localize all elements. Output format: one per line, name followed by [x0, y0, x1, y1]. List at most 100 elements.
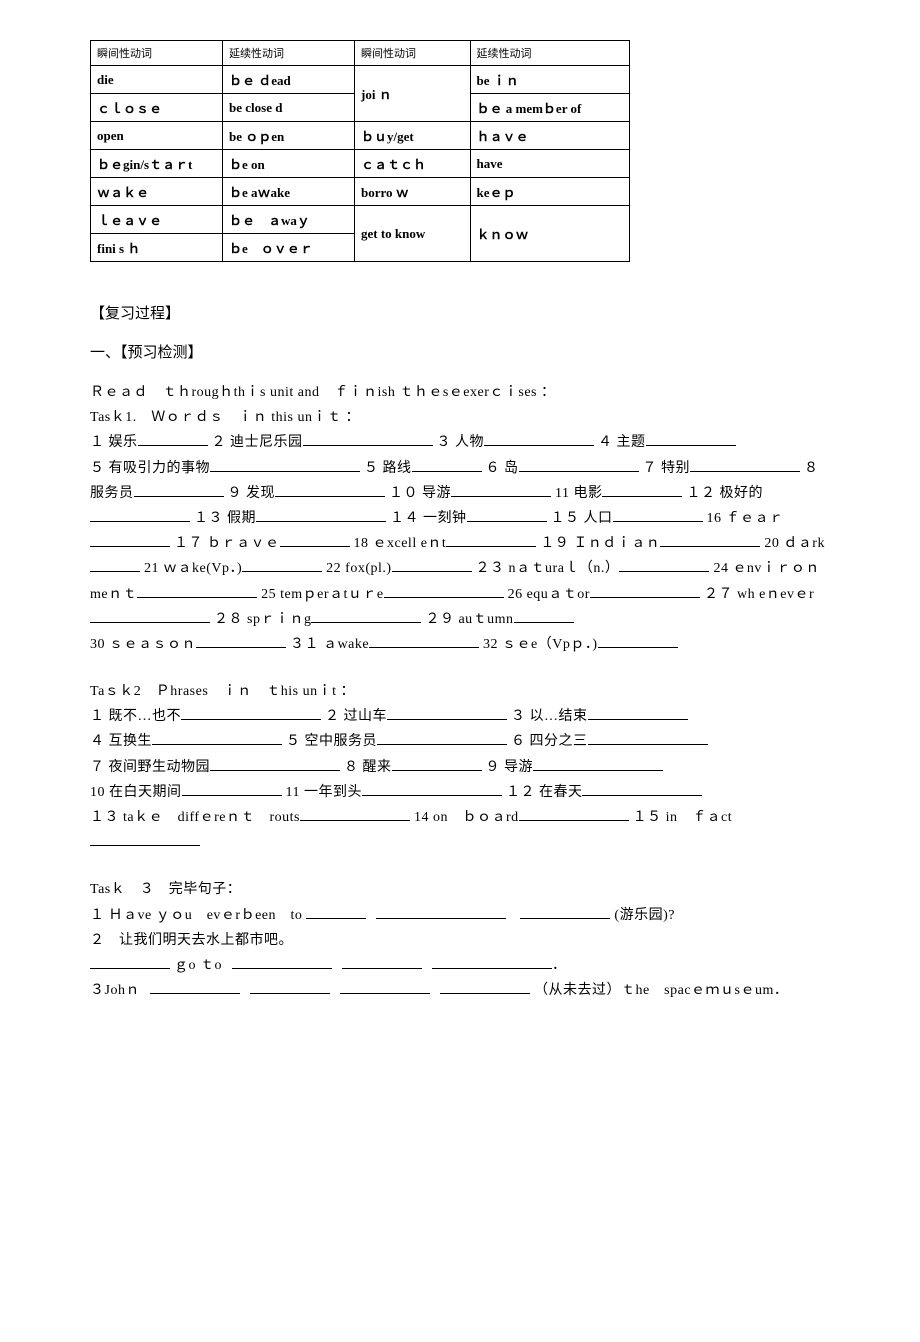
blank[interactable]	[232, 954, 332, 969]
cell: ｂe on	[223, 150, 355, 178]
blank[interactable]	[387, 705, 507, 720]
t2-2-l: 过山车	[344, 709, 388, 724]
t1-31-l: ａwake	[323, 637, 369, 652]
blank[interactable]	[311, 608, 421, 623]
blank[interactable]	[377, 730, 507, 745]
blank[interactable]	[446, 532, 536, 547]
blank[interactable]	[256, 507, 386, 522]
blank[interactable]	[182, 781, 282, 796]
t1-15-n: １５	[551, 511, 580, 526]
blank[interactable]	[484, 431, 594, 446]
t1-28-n: ２８	[214, 612, 243, 627]
cell: ｗａｋｅ	[91, 178, 223, 206]
cell: get to know	[355, 206, 471, 262]
blank[interactable]	[90, 507, 190, 522]
blank[interactable]	[588, 705, 688, 720]
blank[interactable]	[275, 482, 385, 497]
blank[interactable]	[451, 482, 551, 497]
blank[interactable]	[300, 806, 410, 821]
blank[interactable]	[613, 507, 703, 522]
t2-15-n: １５	[633, 810, 662, 825]
t1-6-n: ６	[486, 461, 501, 476]
t1-5-n: ５	[90, 461, 105, 476]
blank[interactable]	[467, 507, 547, 522]
t2-12-n: １２	[506, 785, 535, 800]
blank[interactable]	[280, 532, 350, 547]
t1-20-l: ｄａrk	[783, 536, 825, 551]
t2-7-n: ７	[90, 760, 105, 775]
blank[interactable]	[150, 979, 240, 994]
th-2: 延续性动词	[223, 41, 355, 66]
cell: keｅｐ	[470, 178, 630, 206]
t3-q2-head: ２ 让我们明天去水上都市吧。	[90, 933, 293, 948]
t1-6-l: 岛	[504, 461, 519, 476]
blank[interactable]	[384, 583, 504, 598]
t1-11-n: 11	[555, 486, 569, 501]
blank[interactable]	[582, 781, 702, 796]
table-row: open be ｏｐen ｂｕy/get ｈａｖｅ	[91, 122, 630, 150]
blank[interactable]	[342, 954, 422, 969]
blank[interactable]	[369, 633, 479, 648]
blank[interactable]	[90, 831, 200, 846]
blank[interactable]	[134, 482, 224, 497]
blank[interactable]	[196, 633, 286, 648]
blank[interactable]	[514, 608, 574, 623]
t2-10-n: 10	[90, 785, 105, 800]
blank[interactable]	[242, 557, 322, 572]
blank[interactable]	[376, 904, 506, 919]
blank[interactable]	[520, 904, 610, 919]
blank[interactable]	[210, 756, 340, 771]
blank[interactable]	[137, 583, 257, 598]
blank[interactable]	[90, 954, 170, 969]
blank[interactable]	[519, 806, 629, 821]
blank[interactable]	[250, 979, 330, 994]
blank[interactable]	[619, 557, 709, 572]
t2-11-n: 11	[286, 785, 300, 800]
blank[interactable]	[90, 532, 170, 547]
cell: be close d	[223, 94, 355, 122]
blank[interactable]	[690, 457, 800, 472]
blank[interactable]	[588, 730, 708, 745]
th-3: 瞬间性动词	[355, 41, 471, 66]
t1-25-n: 25	[261, 587, 276, 602]
blank[interactable]	[362, 781, 502, 796]
blank[interactable]	[210, 457, 360, 472]
task2-title: Taｓｋ2 Ｐhrases ｉｎ ｔhis unｉt ：	[90, 679, 830, 704]
t2-5-l: 空中服务员	[305, 734, 378, 749]
blank[interactable]	[306, 904, 366, 919]
task1-body: １ 娱乐 ２ 迪士尼乐园 ３ 人物 ４ 主题 ５ 有吸引力的事物 ５ 路线 ６ …	[90, 430, 830, 657]
t1-3-l: 人物	[455, 435, 484, 450]
blank[interactable]	[519, 457, 639, 472]
t2-14-l: on ｂｏａrd	[433, 810, 519, 825]
t2-10-l: 在白天期间	[109, 785, 182, 800]
blank[interactable]	[138, 431, 208, 446]
t1-21-n: 21	[144, 561, 159, 576]
blank[interactable]	[432, 954, 552, 969]
blank[interactable]	[533, 756, 663, 771]
t1-32-l: ｓｅe（Vpｐ．)	[502, 637, 598, 652]
blank[interactable]	[412, 457, 482, 472]
t1-1-l: 娱乐	[109, 435, 138, 450]
blank[interactable]	[602, 482, 682, 497]
t1-30-l: ｓｅａｓｏｎ	[109, 637, 196, 652]
blank[interactable]	[90, 608, 210, 623]
blank[interactable]	[392, 557, 472, 572]
blank[interactable]	[598, 633, 678, 648]
t1-28-l: spｒｉｎg	[247, 612, 311, 627]
blank[interactable]	[303, 431, 433, 446]
t1-26-l: equａｔor	[527, 587, 590, 602]
table-row: ｂｅgin/sｔａｒt ｂe on ｃａｔｃｈ have	[91, 150, 630, 178]
blank[interactable]	[660, 532, 760, 547]
blank[interactable]	[590, 583, 700, 598]
blank[interactable]	[181, 705, 321, 720]
blank[interactable]	[340, 979, 430, 994]
t2-3-l: 以…结束	[530, 709, 588, 724]
blank[interactable]	[90, 557, 140, 572]
blank[interactable]	[152, 730, 282, 745]
blank[interactable]	[646, 431, 736, 446]
t1-8-n: ８	[804, 461, 819, 476]
t1-19-n: １９	[540, 536, 569, 551]
blank[interactable]	[392, 756, 482, 771]
blank[interactable]	[440, 979, 530, 994]
t1-4-n: ４	[598, 435, 613, 450]
